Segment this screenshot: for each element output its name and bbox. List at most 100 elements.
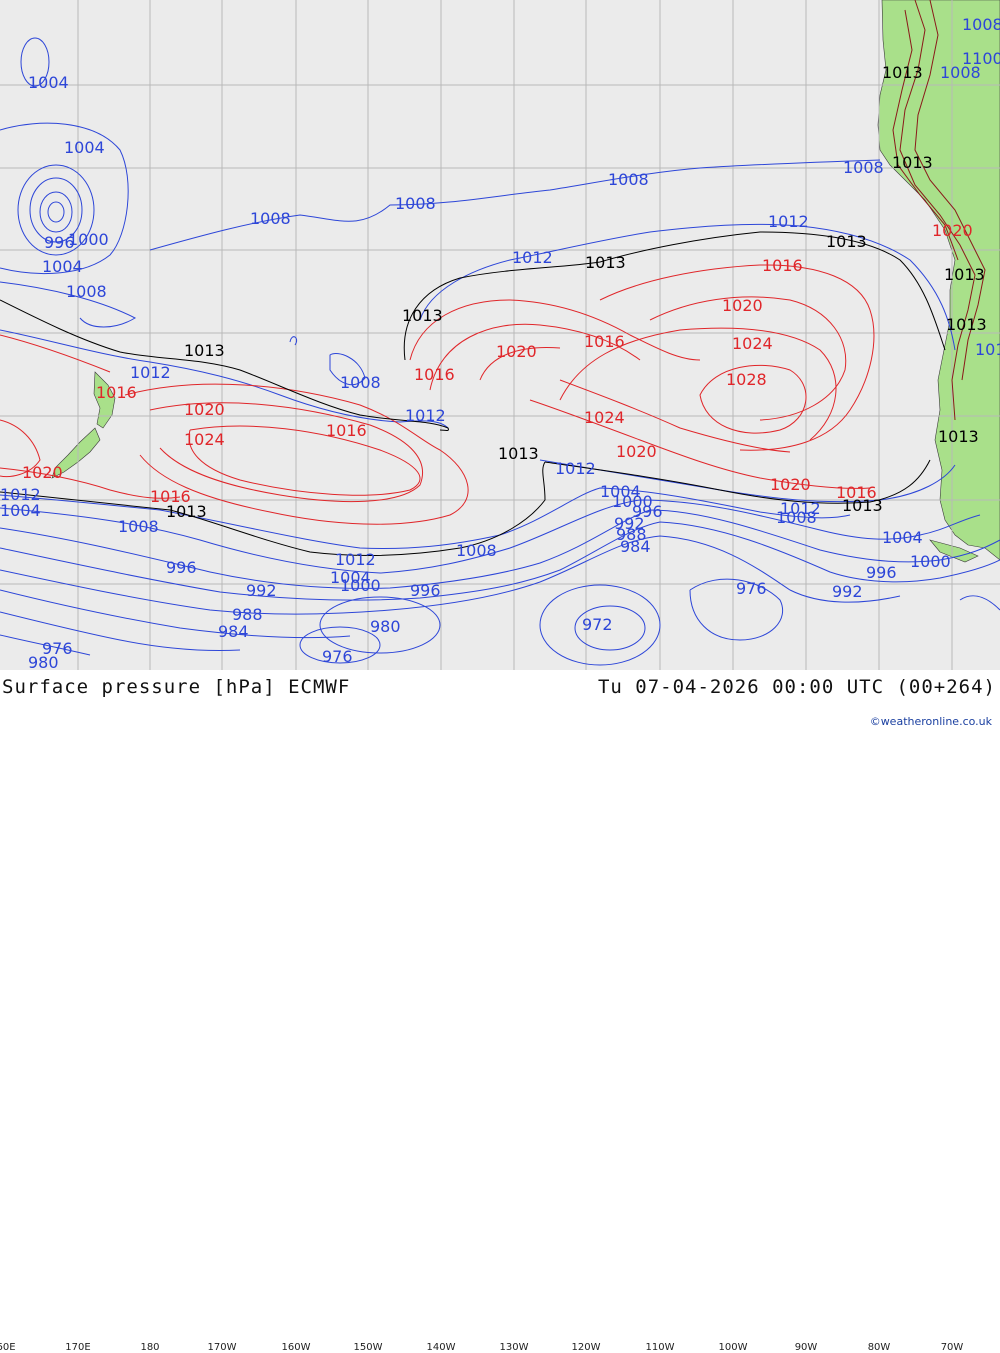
isobar-label: 1016: [326, 421, 367, 440]
longitude-label: 90W: [794, 1342, 818, 1353]
isobar-label: 1013: [166, 502, 207, 521]
isobar-label: 1016: [150, 487, 191, 506]
isobar-label: 1100: [962, 49, 1000, 68]
isobar-label: 976: [736, 579, 767, 598]
isobar-label: 1012: [780, 499, 821, 518]
isobar-label: 1008: [250, 209, 291, 228]
longitude-label: 170E: [65, 1342, 91, 1353]
isobar-label: 1013: [944, 265, 985, 284]
isobar-label: 1000: [340, 576, 381, 595]
isobar-label: 1020: [496, 342, 537, 361]
isobar-label: 1004: [882, 528, 923, 547]
isobar-label: 1012: [768, 212, 809, 231]
longitude-label: 150W: [353, 1342, 383, 1353]
isobar-label: 1008: [340, 373, 381, 392]
south-america-land: [877, 0, 1000, 561]
isobar-label: 992: [246, 581, 277, 600]
andes-contours: [892, 0, 986, 421]
low-pressure-isobars: [0, 37, 1000, 666]
low-isobar-labels: 1004 1004 996 1000 1004 1008 1008 1008 1…: [0, 15, 1000, 672]
isobar-label: 1013: [498, 444, 539, 463]
isobar-label: 1012: [130, 363, 171, 382]
isobar-label: 1016: [414, 365, 455, 384]
isobar-label: 1008: [962, 15, 1000, 34]
isobar-label: 996: [632, 502, 663, 521]
isobar-label: 996: [866, 563, 897, 582]
isobar-label: 1013: [882, 63, 923, 82]
isobar-label: 1008: [843, 158, 884, 177]
longitude-label: 70W: [940, 1342, 964, 1353]
isobar-label: 1000: [910, 552, 951, 571]
isobar-label: 1012: [555, 459, 596, 478]
isobar-label: 992: [614, 514, 645, 533]
isobar-label: 1013: [402, 306, 443, 325]
valid-time: Tu 07-04-2026 00:00 UTC (00+264): [597, 676, 996, 698]
isobar-label: 1000: [612, 492, 653, 511]
isobar-label: 988: [232, 605, 263, 624]
isobar-label: 1024: [584, 408, 625, 427]
isobar-label: 1008: [395, 194, 436, 213]
standard-pressure-isobars: [0, 231, 946, 556]
isobar-label: 1024: [732, 334, 773, 353]
new-zealand-north-island: [93, 371, 116, 429]
isobar-label: 1012: [512, 248, 553, 267]
longitude-label: 170W: [207, 1342, 237, 1353]
isobar-label: 992: [832, 582, 863, 601]
tierra-del-fuego: [929, 539, 979, 563]
isobar-label: 1020: [22, 463, 63, 482]
isobar-label: 1004: [330, 568, 371, 587]
isobar-label: 1016: [836, 483, 877, 502]
isobar-label: 996: [44, 233, 75, 252]
isobar-label: 1004: [42, 257, 83, 276]
isobar-label: 984: [620, 537, 651, 556]
isobar-label: 988: [616, 525, 647, 544]
high-isobar-labels: 1016 1020 1020 1024 1016 1016 1016 1020 …: [22, 221, 973, 506]
isobar-label: 1013: [938, 427, 979, 446]
isobar-label: 1020: [770, 475, 811, 494]
isobar-label: 1016: [96, 383, 137, 402]
isobar-label: 1020: [184, 400, 225, 419]
isobar-label: 1012: [975, 340, 1000, 359]
isobar-label: 976: [322, 647, 353, 666]
isobar-label: 1008: [940, 63, 981, 82]
longitude-label: 160W: [281, 1342, 311, 1353]
graticule: [0, 0, 1000, 670]
isobar-label: 1004: [28, 73, 69, 92]
isobar-label: 1008: [608, 170, 649, 189]
isobar-label: 1012: [335, 550, 376, 569]
isobar-label: 1013: [892, 153, 933, 172]
map-title: Surface pressure [hPa] ECMWF: [2, 676, 351, 698]
longitude-label: 100W: [718, 1342, 748, 1353]
isobar-label: 1020: [932, 221, 973, 240]
map-canvas: 1004 1004 996 1000 1004 1008 1008 1008 1…: [0, 0, 1000, 672]
isobar-label: 1013: [585, 253, 626, 272]
longitude-label: 130W: [499, 1342, 529, 1353]
high-pressure-isobars: [0, 264, 875, 525]
isobar-label: 1008: [118, 517, 159, 536]
isobar-label: 972: [582, 615, 613, 634]
longitude-label: 80W: [867, 1342, 891, 1353]
longitude-label: 140W: [426, 1342, 456, 1353]
isobar-label: 1008: [456, 541, 497, 560]
isobar-label: 1013: [842, 496, 883, 515]
isobar-label: 1013: [184, 341, 225, 360]
isobar-label: 1013: [826, 232, 867, 251]
isobar-label: 1004: [64, 138, 105, 157]
longitude-label: 180: [140, 1342, 160, 1353]
isobar-label: 1016: [762, 256, 803, 275]
isobar-label: 1012: [405, 406, 446, 425]
isobar-label: 1028: [726, 370, 767, 389]
new-zealand-south-island: [51, 427, 101, 479]
isobar-label: 1008: [776, 508, 817, 527]
isobar-label: 980: [28, 653, 59, 670]
isobar-label: 1008: [66, 282, 107, 301]
isobar-label: 1004: [600, 482, 641, 501]
isobar-label: 1020: [722, 296, 763, 315]
isobar-label: 980: [370, 617, 401, 636]
standard-isobar-labels: 1013 1013 1013 1013 1013 1013 1013 1013 …: [166, 63, 987, 521]
longitude-label: 120W: [571, 1342, 601, 1353]
site-credit[interactable]: ©weatheronline.co.uk: [869, 715, 992, 728]
pressure-map: 1004 1004 996 1000 1004 1008 1008 1008 1…: [0, 0, 1000, 672]
isobar-label: 1012: [0, 485, 41, 504]
isobar-label: 1016: [584, 332, 625, 351]
